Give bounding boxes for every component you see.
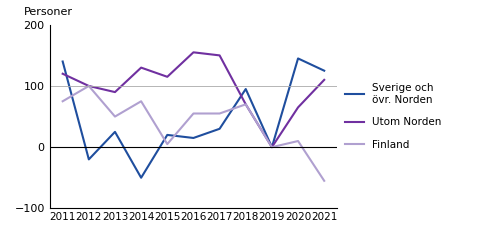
Utom Norden [243, 103, 248, 106]
Sverige och
övr. Norden [138, 176, 144, 179]
Finland [112, 115, 118, 118]
Finland [269, 146, 275, 149]
Finland [164, 143, 170, 146]
Sverige och
övr. Norden [86, 158, 92, 161]
Sverige och
övr. Norden [112, 130, 118, 133]
Utom Norden [164, 75, 170, 78]
Sverige och
övr. Norden [295, 57, 301, 60]
Sverige och
övr. Norden [60, 60, 65, 63]
Utom Norden [112, 91, 118, 93]
Sverige och
övr. Norden [164, 133, 170, 136]
Finland [217, 112, 223, 115]
Finland [60, 100, 65, 103]
Sverige och
övr. Norden [321, 69, 327, 72]
Utom Norden [295, 106, 301, 109]
Finland [86, 85, 92, 88]
Sverige och
övr. Norden [269, 146, 275, 149]
Finland [138, 100, 144, 103]
Utom Norden [86, 85, 92, 88]
Legend: Sverige och
övr. Norden, Utom Norden, Finland: Sverige och övr. Norden, Utom Norden, Fi… [345, 83, 442, 150]
Utom Norden [269, 146, 275, 149]
Text: Personer: Personer [24, 7, 73, 17]
Utom Norden [217, 54, 223, 57]
Line: Sverige och
övr. Norden: Sverige och övr. Norden [62, 59, 324, 178]
Finland [243, 103, 248, 106]
Line: Finland: Finland [62, 86, 324, 181]
Finland [295, 140, 301, 143]
Sverige och
övr. Norden [243, 88, 248, 91]
Utom Norden [321, 78, 327, 81]
Utom Norden [60, 72, 65, 75]
Sverige och
övr. Norden [217, 127, 223, 130]
Line: Utom Norden: Utom Norden [62, 52, 324, 147]
Utom Norden [138, 66, 144, 69]
Finland [190, 112, 196, 115]
Finland [321, 179, 327, 182]
Utom Norden [190, 51, 196, 54]
Sverige och
övr. Norden [190, 136, 196, 139]
